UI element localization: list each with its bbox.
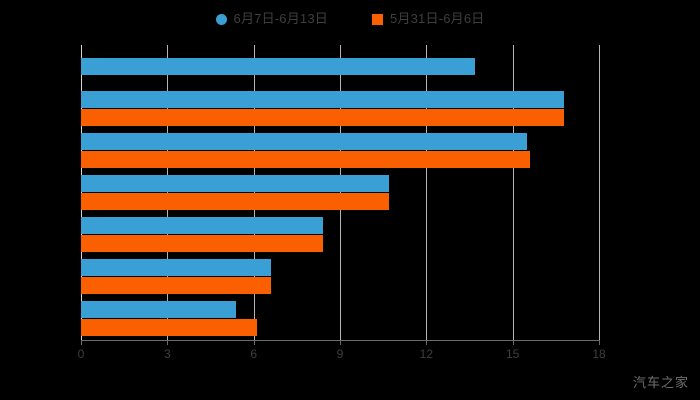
x-tick-mark xyxy=(426,340,428,345)
x-tick-mark xyxy=(512,340,514,345)
x-tick-mark xyxy=(253,340,255,345)
bar-series-b[interactable] xyxy=(81,319,257,337)
x-tick-label: 3 xyxy=(163,347,171,361)
bar-series-a[interactable] xyxy=(81,259,271,277)
bar-series-a[interactable] xyxy=(81,57,476,75)
x-tick-label: 18 xyxy=(592,347,606,361)
gridline xyxy=(340,45,341,340)
bar-series-a[interactable] xyxy=(81,132,528,150)
bar-series-a[interactable] xyxy=(81,217,323,235)
x-tick-label: 15 xyxy=(505,347,520,361)
legend-item-series-b[interactable]: 5月31日-6月6日 xyxy=(372,8,484,30)
gridline xyxy=(426,45,428,340)
bar-series-b[interactable] xyxy=(81,235,323,253)
x-tick-mark xyxy=(599,340,600,345)
bar-series-a[interactable] xyxy=(81,90,565,108)
legend-label-series-a: 6月7日-6月13日 xyxy=(233,11,328,26)
chart-legend: 6月7日-6月13日 5月31日-6月6日 xyxy=(0,8,700,30)
watermark-text: 汽车之家 xyxy=(632,375,689,390)
gridline xyxy=(512,45,514,340)
bar-series-b[interactable] xyxy=(81,277,271,295)
gridline xyxy=(253,45,255,340)
gridline xyxy=(81,45,82,340)
bar-series-a[interactable] xyxy=(81,301,237,319)
legend-swatch-circle-icon xyxy=(215,13,227,25)
x-tick-mark xyxy=(167,340,169,345)
legend-label-series-b: 5月31日-6月6日 xyxy=(390,11,485,26)
legend-swatch-square-icon xyxy=(372,13,383,25)
x-tick-label: 0 xyxy=(77,347,85,361)
x-tick-mark xyxy=(340,340,341,345)
gridline xyxy=(599,45,600,340)
plot-area: 0 3 6 9 12 15 18 xyxy=(78,45,606,361)
y-axis-category-labels: 英国美国德国日本韩国法国中国 xyxy=(0,45,700,340)
x-tick-mark xyxy=(81,340,82,345)
gridline xyxy=(167,45,169,340)
x-tick-label: 9 xyxy=(336,347,344,361)
bar-series-b[interactable] xyxy=(81,108,565,126)
bar-series-b[interactable] xyxy=(81,193,389,210)
bar-series-b[interactable] xyxy=(81,150,530,168)
x-tick-label: 12 xyxy=(419,347,434,361)
legend-item-series-a[interactable]: 6月7日-6月13日 xyxy=(215,8,328,30)
x-tick-label: 6 xyxy=(250,347,257,361)
bar-series-a[interactable] xyxy=(81,175,389,192)
